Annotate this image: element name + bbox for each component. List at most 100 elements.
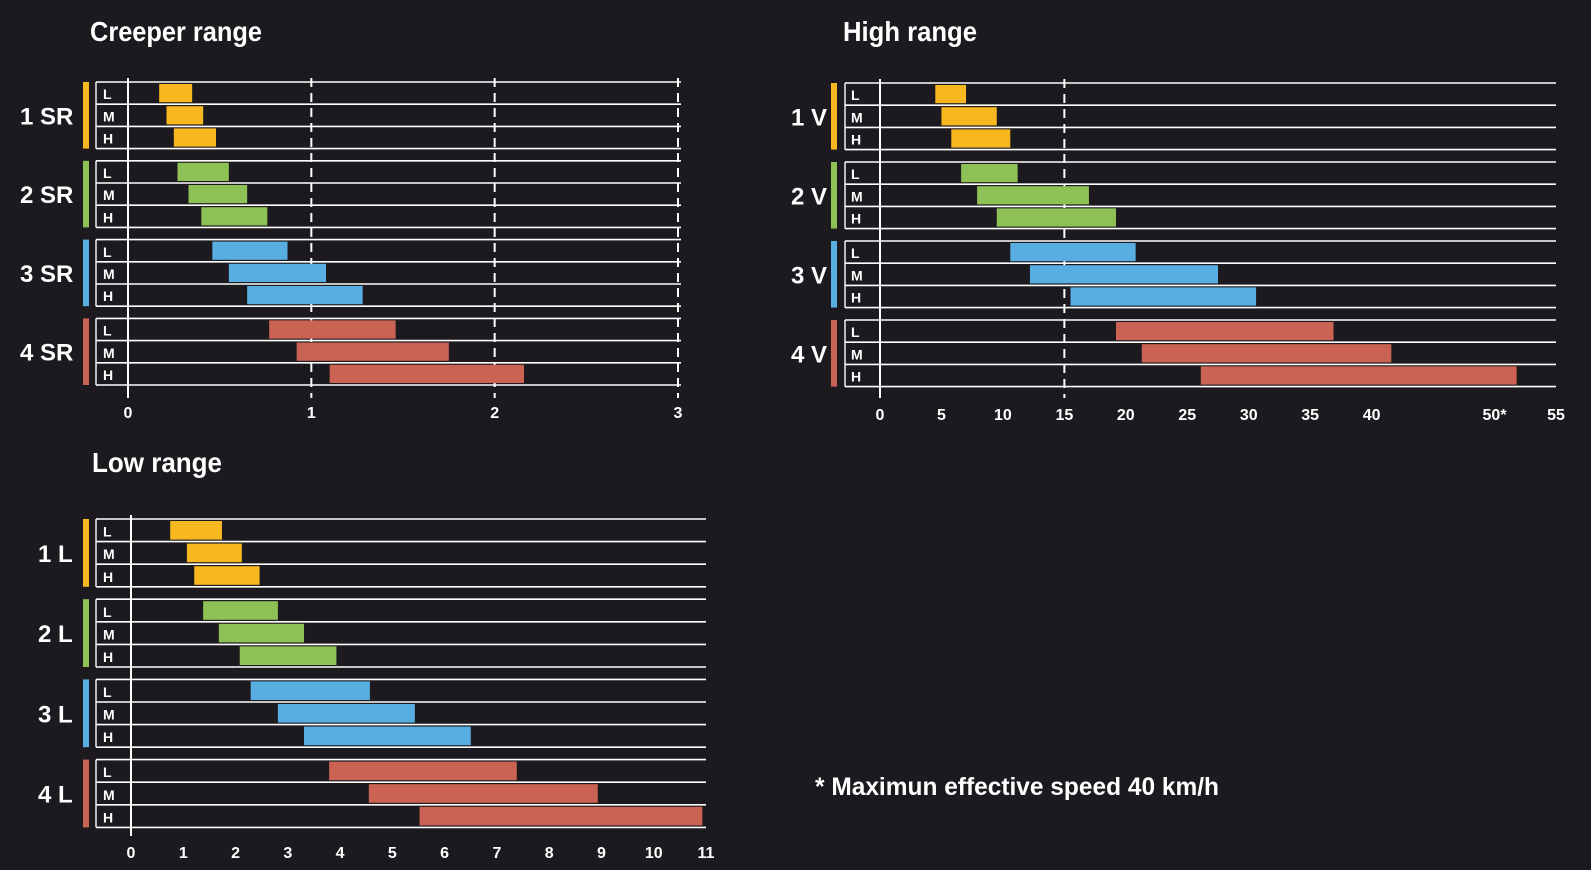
gear-group-label: 3 SR [20,261,73,288]
speed-bar [170,521,222,540]
speed-bar [419,806,703,826]
group-color-marker [83,679,89,748]
x-tick-label: 35 [1301,407,1319,424]
x-tick-label: 6 [440,845,449,862]
gear-group-label: 2 L [38,621,73,648]
x-tick-label: 4 [336,845,345,862]
speed-bar [212,241,288,260]
x-tick-label: 3 [283,845,292,862]
row-label: L [103,244,112,260]
x-tick-label: 7 [492,845,501,862]
speed-bar [941,107,997,126]
row-label: H [103,367,113,383]
x-tick-label: 10 [994,407,1012,424]
x-tick-label: 11 [698,845,715,862]
speed-bar [1010,243,1136,262]
group-color-marker [83,82,89,149]
row-label: H [103,649,113,665]
x-tick-label: 3 [674,405,683,422]
speed-bar [269,320,396,339]
row-label: L [103,604,112,620]
speed-bar [173,128,216,147]
speed-bar [239,646,337,665]
x-tick-label: 55 [1547,407,1565,424]
low-range-title: Low range [92,447,222,478]
row-label: H [851,290,861,306]
x-tick-label: 0 [127,845,136,862]
speed-bar [159,84,193,103]
x-tick-label: 15 [1055,407,1073,424]
row-label: H [851,132,861,148]
row-label: M [851,109,863,125]
group-color-marker [831,162,837,229]
speed-bar [277,704,415,723]
x-tick-label: 5 [388,845,397,862]
speed-bar [186,543,242,563]
row-label: M [103,787,115,803]
row-label: L [103,323,112,339]
x-tick-label: 1 [179,845,188,862]
row-label: H [103,209,113,225]
row-label: M [103,345,115,361]
speed-bar [1115,322,1334,341]
speed-bar [177,162,229,181]
speed-bar [250,681,370,700]
row-label: L [851,166,860,182]
row-label: H [103,288,113,304]
speed-bar [977,186,1089,205]
row-label: H [851,369,861,385]
row-label: H [103,729,113,745]
gear-group-label: 3 L [38,701,73,728]
speed-bar [188,185,248,204]
speed-bar [1070,287,1257,306]
group-color-marker [83,519,89,587]
speed-bar [996,208,1116,227]
row-label: L [103,764,112,780]
speed-bar [329,364,524,383]
group-color-marker [831,241,837,308]
row-label: L [851,324,860,340]
gear-group-label: 2 SR [20,182,73,209]
gear-group-label: 4 SR [20,340,73,367]
row-label: M [103,707,115,723]
gear-group-label: 4 L [38,782,73,809]
row-label: L [103,165,112,181]
group-color-marker [83,239,89,307]
speed-bar [203,601,278,620]
x-tick-label: 0 [876,407,885,424]
row-label: M [851,346,863,362]
x-tick-label: 40 [1363,407,1381,424]
gear-group-label: 4 V [791,341,827,368]
x-tick-label: 10 [645,845,663,862]
speed-bar [1141,344,1392,363]
row-label: L [103,86,112,102]
speed-bar [201,207,268,226]
speed-bar [247,286,363,305]
row-label: M [103,266,115,282]
row-label: H [103,809,113,825]
group-color-marker [83,160,89,228]
speed-bar [368,784,598,803]
speed-bar [166,106,204,125]
x-tick-label: 8 [545,845,554,862]
row-label: M [851,267,863,283]
row-label: M [851,188,863,204]
speed-bar [1029,265,1218,284]
speed-bar [1200,366,1517,385]
group-color-marker [831,83,837,150]
gear-group-label: 1 V [791,104,827,131]
x-tick-label: 20 [1117,407,1135,424]
x-tick-label: 9 [597,845,606,862]
x-tick-label: 5 [937,407,946,424]
x-tick-label: 50* [1483,407,1508,424]
row-label: L [851,245,860,261]
row-label: M [103,626,115,642]
footnote-max-speed: * Maximun effective speed 40 km/h [815,773,1219,801]
x-tick-label: 25 [1178,407,1196,424]
row-label: H [851,211,861,227]
gear-group-label: 1 L [38,541,73,568]
x-tick-label: 2 [231,845,240,862]
